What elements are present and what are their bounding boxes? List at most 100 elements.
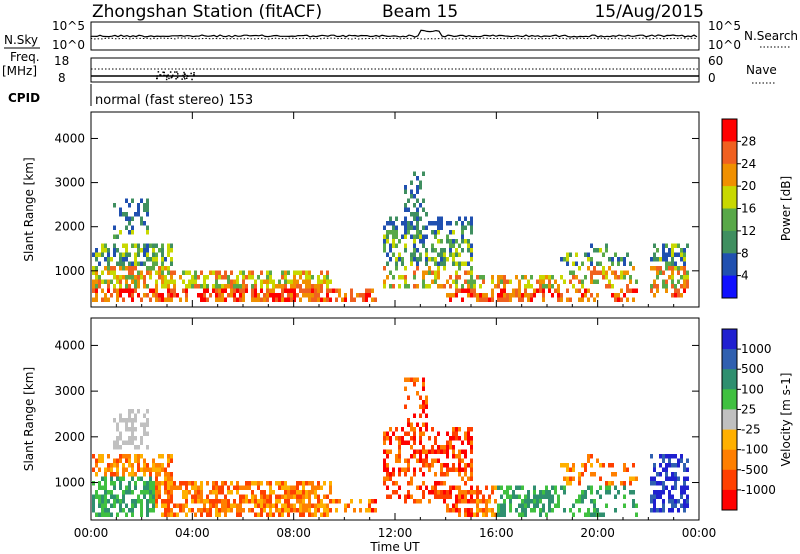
power-cell (131, 266, 134, 271)
velocity-cell (215, 503, 218, 508)
power-cell (107, 288, 110, 293)
power-cell (560, 275, 563, 280)
velocity-cell (665, 454, 668, 459)
velocity-cell (110, 463, 113, 468)
velocity-cell (398, 454, 401, 459)
velocity-cell (671, 494, 674, 499)
velocity-cell (116, 422, 119, 427)
power-cell (524, 284, 527, 289)
power-cell (398, 275, 401, 280)
velocity-cell (389, 436, 392, 441)
power-cell (269, 288, 272, 293)
power-cell (485, 297, 488, 302)
velocity-cell (680, 454, 683, 459)
velocity-cell (167, 512, 170, 517)
velocity-cell (281, 508, 284, 513)
power-cell (410, 234, 413, 239)
velocity-cell (170, 494, 173, 499)
velocity-cell (221, 485, 224, 490)
velocity-cell (143, 467, 146, 472)
power-cell (665, 257, 668, 262)
power-cell (140, 261, 143, 266)
velocity-cell (467, 512, 470, 517)
power-cell (224, 270, 227, 275)
velocity-cell (152, 499, 155, 504)
velocity-cell (461, 440, 464, 445)
power-cell (335, 288, 338, 293)
velocity-cell (539, 490, 542, 495)
power-cell (467, 248, 470, 253)
power-cell (401, 257, 404, 262)
velocity-cell (458, 436, 461, 441)
velocity-cell (383, 449, 386, 454)
velocity-cell (404, 494, 407, 499)
power-cell (410, 257, 413, 262)
power-cell (149, 275, 152, 280)
velocity-cell (158, 490, 161, 495)
power-cell (122, 257, 125, 262)
power-cell (683, 257, 686, 262)
velocity-colorbar-swatch (722, 329, 737, 350)
velocity-colorbar-swatch (722, 469, 737, 491)
velocity-cell (143, 463, 146, 468)
velocity-cell (368, 508, 371, 513)
velocity-cell (440, 449, 443, 454)
power-cell (170, 293, 173, 298)
velocity-cell (236, 503, 239, 508)
velocity-cell (137, 467, 140, 472)
power-cell (257, 293, 260, 298)
velocity-cell (107, 508, 110, 513)
freq-dot (157, 71, 160, 73)
velocity-cell (518, 485, 521, 490)
power-cell (365, 293, 368, 298)
velocity-cell (254, 481, 257, 486)
velocity-cell (398, 445, 401, 450)
velocity-cell (95, 512, 98, 517)
velocity-cell (419, 499, 422, 504)
power-cell (440, 248, 443, 253)
velocity-cell (167, 494, 170, 499)
velocity-cell (503, 503, 506, 508)
power-cell (416, 216, 419, 221)
velocity-cell (407, 440, 410, 445)
velocity-cell (170, 476, 173, 481)
velocity-cell (164, 481, 167, 486)
power-cell (458, 252, 461, 257)
velocity-cell (398, 449, 401, 454)
power-cell (686, 270, 689, 275)
power-cell (266, 297, 269, 302)
velocity-cell (269, 499, 272, 504)
power-cell (146, 243, 149, 248)
velocity-cell (320, 499, 323, 504)
velocity-cell (302, 499, 305, 504)
velocity-cell (218, 508, 221, 513)
velocity-cell (614, 485, 617, 490)
power-cell (137, 284, 140, 289)
power-cell (449, 248, 452, 253)
velocity-cell (662, 508, 665, 513)
velocity-cell (119, 445, 122, 450)
velocity-cell (209, 499, 212, 504)
power-cell (407, 198, 410, 203)
velocity-cell (329, 499, 332, 504)
velocity-cell (146, 503, 149, 508)
velocity-cell (383, 476, 386, 481)
velocity-cell (410, 454, 413, 459)
power-cell (443, 252, 446, 257)
power-cell (404, 225, 407, 230)
velocity-cell (632, 463, 635, 468)
velocity-cell (575, 499, 578, 504)
power-cell (185, 293, 188, 298)
velocity-cell (167, 508, 170, 513)
power-cell (95, 266, 98, 271)
power-cell (92, 252, 95, 257)
velocity-cell (287, 485, 290, 490)
power-cell (488, 297, 491, 302)
power-cell (146, 266, 149, 271)
power-ytick-label: 1000 (54, 264, 85, 278)
velocity-cell (191, 494, 194, 499)
power-cell (590, 279, 593, 284)
velocity-cell (413, 427, 416, 432)
velocity-cell (110, 512, 113, 517)
power-cell (626, 270, 629, 275)
